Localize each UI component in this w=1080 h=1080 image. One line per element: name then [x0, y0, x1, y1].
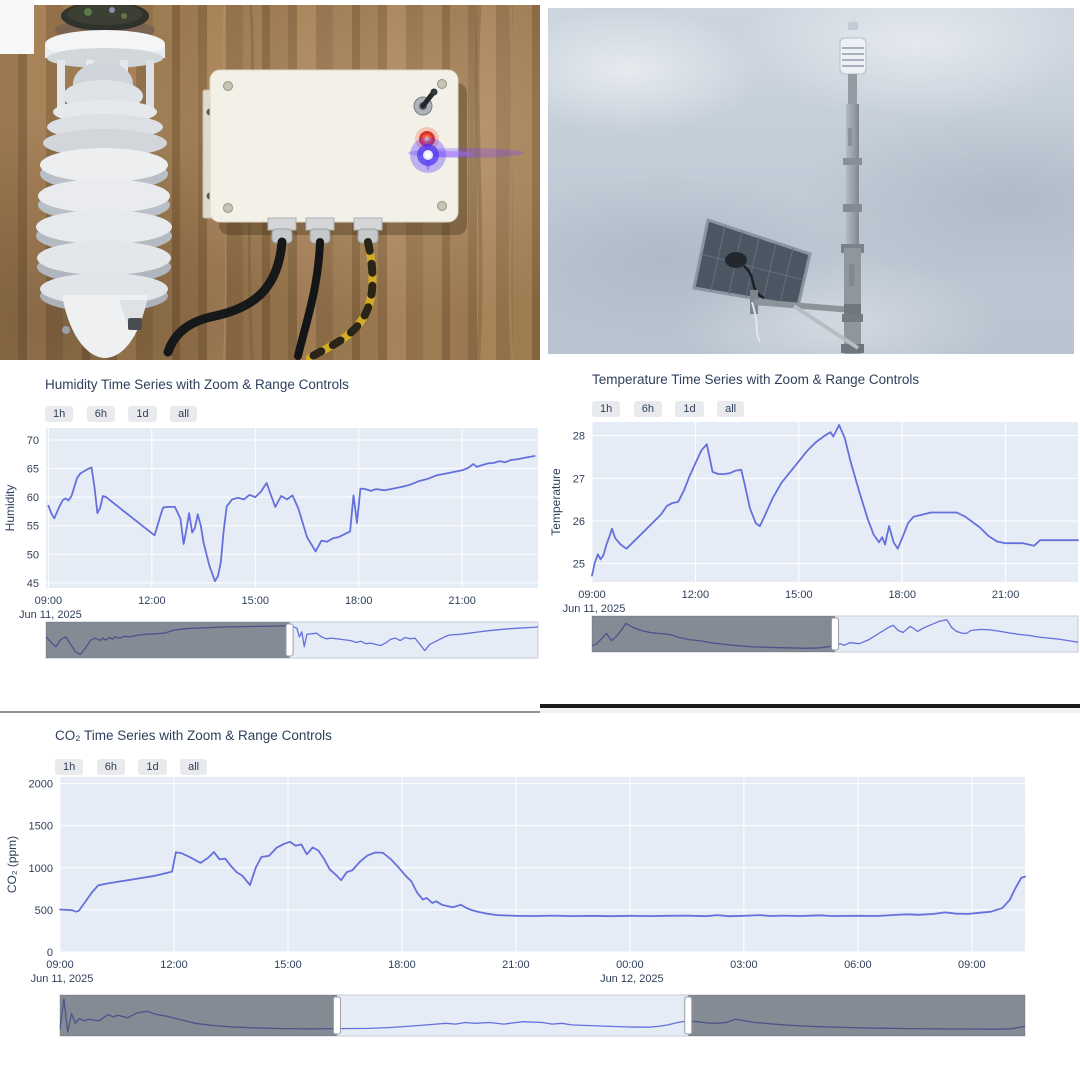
- svg-text:26: 26: [573, 516, 585, 528]
- svg-text:70: 70: [27, 435, 39, 447]
- svg-text:Jun 11, 2025: Jun 11, 2025: [31, 973, 94, 985]
- humidity-range-slider[interactable]: [46, 622, 538, 658]
- svg-text:15:00: 15:00: [242, 595, 270, 607]
- louver-plates: [36, 148, 172, 312]
- svg-text:25: 25: [573, 559, 585, 571]
- svg-text:03:00: 03:00: [730, 959, 758, 971]
- photo-weather-sensor-and-controller: [0, 0, 540, 360]
- humidity-range-selector: 1h 6h 1d all: [45, 404, 206, 422]
- mounting-pole: [841, 74, 864, 356]
- co2-chart-title: CO₂ Time Series with Zoom & Range Contro…: [55, 728, 332, 743]
- panel-mount: [750, 290, 861, 350]
- co2-plot-area[interactable]: [60, 777, 1025, 952]
- svg-text:09:00: 09:00: [578, 589, 606, 601]
- humidity-plot-area[interactable]: [46, 428, 538, 588]
- svg-text:Jun 11, 2025: Jun 11, 2025: [19, 609, 82, 621]
- svg-text:500: 500: [35, 905, 53, 917]
- svg-text:CO₂ (ppm): CO₂ (ppm): [5, 836, 19, 893]
- corner-screws: [223, 79, 447, 213]
- toggle-switch: [413, 88, 438, 116]
- svg-text:55: 55: [27, 521, 39, 533]
- co2-chart-panel: CO₂ Time Series with Zoom & Range Contro…: [0, 713, 1080, 1080]
- photo-left-canvas: [36, 0, 524, 360]
- range-button-1d[interactable]: 1d: [138, 759, 167, 775]
- svg-text:21:00: 21:00: [502, 959, 530, 971]
- svg-text:18:00: 18:00: [345, 595, 373, 607]
- svg-text:1500: 1500: [29, 821, 53, 833]
- svg-text:60: 60: [27, 492, 39, 504]
- photo-station-pole: [540, 0, 1080, 360]
- svg-text:09:00: 09:00: [958, 959, 986, 971]
- range-button-6h[interactable]: 6h: [633, 401, 662, 417]
- svg-text:1000: 1000: [29, 863, 53, 875]
- svg-text:21:00: 21:00: [448, 595, 476, 607]
- co2-chart-canvas[interactable]: 0 500 1000 1500 2000 09:00 Jun 11, 2025 12:00 15…: [0, 713, 1080, 1080]
- temperature-chart-title: Temperature Time Series with Zoom & Rang…: [592, 372, 920, 387]
- svg-text:18:00: 18:00: [888, 589, 916, 601]
- svg-text:50: 50: [27, 549, 39, 561]
- range-button-all[interactable]: all: [717, 401, 745, 417]
- range-button-1d[interactable]: 1d: [675, 401, 704, 417]
- co2-range-selector: 1h 6h 1d all: [55, 757, 216, 775]
- svg-text:15:00: 15:00: [785, 589, 813, 601]
- svg-text:2000: 2000: [29, 779, 53, 791]
- svg-text:Humidity: Humidity: [3, 485, 17, 532]
- temperature-chart-canvas[interactable]: 25 26 27 28 09:00 Jun 11, 2025 12:00 15:00 18:00…: [540, 360, 1080, 704]
- range-button-6h[interactable]: 6h: [86, 406, 115, 422]
- svg-text:09:00: 09:00: [35, 595, 63, 607]
- svg-text:12:00: 12:00: [682, 589, 710, 601]
- svg-text:21:00: 21:00: [992, 589, 1020, 601]
- sensor-head: [839, 16, 867, 75]
- svg-text:12:00: 12:00: [160, 959, 188, 971]
- photo-right-canvas: [692, 16, 867, 356]
- temperature-range-slider[interactable]: [592, 616, 1078, 652]
- svg-text:12:00: 12:00: [138, 595, 166, 607]
- range-button-all[interactable]: all: [170, 406, 198, 422]
- svg-text:00:00: 00:00: [616, 959, 644, 971]
- range-button-6h[interactable]: 6h: [96, 759, 125, 775]
- temperature-chart-panel: Temperature Time Series with Zoom & Rang…: [540, 360, 1080, 704]
- humidity-chart-panel: Humidity Time Series with Zoom & Range C…: [0, 360, 540, 711]
- svg-text:09:00: 09:00: [46, 959, 74, 971]
- svg-text:18:00: 18:00: [388, 959, 416, 971]
- range-button-all[interactable]: all: [180, 759, 208, 775]
- svg-text:28: 28: [573, 431, 585, 443]
- temperature-range-selector: 1h 6h 1d all: [592, 399, 753, 417]
- range-button-1h[interactable]: 1h: [55, 759, 84, 775]
- divider-line-left: [0, 711, 540, 714]
- svg-text:Jun 12, 2025: Jun 12, 2025: [600, 973, 664, 985]
- cloudy-sky: [548, 8, 1074, 356]
- controller-enclosure: [163, 69, 524, 360]
- photo-top-margin: [0, 0, 540, 5]
- range-button-1h[interactable]: 1h: [45, 406, 74, 422]
- svg-text:15:00: 15:00: [274, 959, 302, 971]
- range-button-1d[interactable]: 1d: [128, 406, 157, 422]
- weather-multi-sensor: [36, 1, 172, 358]
- red-led: [415, 127, 439, 151]
- svg-text:65: 65: [27, 464, 39, 476]
- co2-range-slider[interactable]: [60, 995, 1025, 1036]
- svg-text:0: 0: [47, 947, 53, 959]
- cable-glands: [267, 217, 383, 244]
- blue-led: [408, 137, 524, 173]
- temperature-plot-area[interactable]: [592, 422, 1078, 582]
- svg-text:Temperature: Temperature: [549, 468, 563, 536]
- humidity-chart-canvas[interactable]: 45 50 55 60 65 70 09:00 Jun 11, 2025 12:00 15:00 1…: [0, 360, 540, 711]
- humidity-chart-title: Humidity Time Series with Zoom & Range C…: [45, 377, 349, 392]
- cables: [163, 237, 377, 360]
- svg-text:Jun 11, 2025: Jun 11, 2025: [563, 603, 626, 615]
- svg-text:06:00: 06:00: [844, 959, 872, 971]
- svg-text:27: 27: [573, 473, 585, 485]
- divider-line-right: [540, 704, 1080, 708]
- photo-corner-margin: [0, 0, 34, 54]
- range-button-1h[interactable]: 1h: [592, 401, 621, 417]
- svg-text:45: 45: [27, 578, 39, 590]
